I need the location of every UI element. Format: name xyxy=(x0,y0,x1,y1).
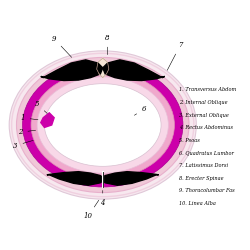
Ellipse shape xyxy=(44,84,161,166)
Text: 4: 4 xyxy=(100,190,105,207)
Text: 3: 3 xyxy=(13,140,33,150)
Polygon shape xyxy=(47,172,105,185)
Ellipse shape xyxy=(31,71,174,179)
Text: 1. Transversus Abdom: 1. Transversus Abdom xyxy=(179,87,236,92)
Text: 10: 10 xyxy=(84,200,99,220)
Text: 7. Latissimus Dorsi: 7. Latissimus Dorsi xyxy=(179,163,228,168)
Text: 2: 2 xyxy=(18,128,36,136)
Text: 6: 6 xyxy=(134,105,146,115)
Polygon shape xyxy=(41,113,54,128)
Polygon shape xyxy=(108,173,149,183)
Polygon shape xyxy=(97,58,109,78)
Text: 7: 7 xyxy=(167,41,183,70)
Text: 3. External Oblique: 3. External Oblique xyxy=(179,112,229,117)
Polygon shape xyxy=(100,172,159,185)
Text: 5. Psoas: 5. Psoas xyxy=(179,138,200,143)
Polygon shape xyxy=(41,60,103,80)
Polygon shape xyxy=(56,173,98,183)
Ellipse shape xyxy=(9,51,196,199)
Text: 6. Quadratus Lumbor: 6. Quadratus Lumbor xyxy=(179,150,234,156)
Text: 8: 8 xyxy=(105,34,110,55)
Text: 9: 9 xyxy=(52,35,72,57)
Polygon shape xyxy=(108,62,156,78)
Text: 9. Thoracolumbar Fas: 9. Thoracolumbar Fas xyxy=(179,188,235,193)
Text: 1: 1 xyxy=(20,114,38,122)
Ellipse shape xyxy=(37,77,168,173)
Polygon shape xyxy=(49,62,98,78)
Ellipse shape xyxy=(16,58,189,192)
Text: 8. Erecter Spinae: 8. Erecter Spinae xyxy=(179,176,224,181)
Text: 4. Rectus Abdominus: 4. Rectus Abdominus xyxy=(179,125,233,130)
Text: 5: 5 xyxy=(35,100,47,114)
Ellipse shape xyxy=(22,63,183,187)
Polygon shape xyxy=(103,60,165,80)
Text: 10. Linea Alba: 10. Linea Alba xyxy=(179,201,216,206)
Text: 2. Internal Oblique: 2. Internal Oblique xyxy=(179,100,228,105)
